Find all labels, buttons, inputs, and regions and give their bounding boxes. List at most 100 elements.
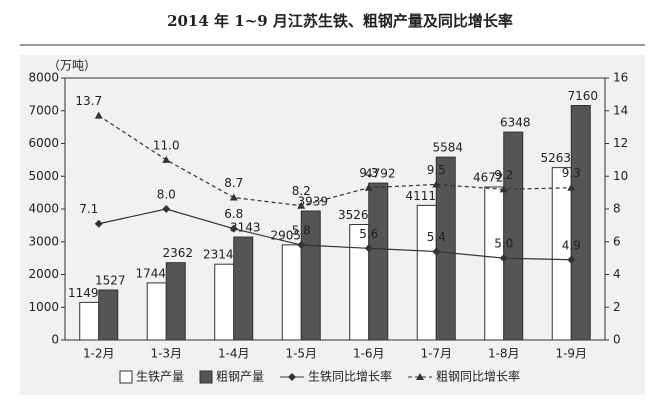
legend-swatch — [199, 370, 213, 384]
y-tick-label: 5000 — [28, 169, 59, 183]
line-marker — [297, 241, 306, 250]
line-value-label: 5.6 — [359, 227, 378, 241]
bar-value-label: 6348 — [500, 116, 531, 130]
legend-label: 粗钢产量 — [216, 370, 264, 384]
x-tick-label: 1-3月 — [150, 347, 182, 361]
bar — [214, 263, 235, 341]
y2-tick-label: 0 — [613, 333, 621, 347]
bar-value-label: 3526 — [338, 208, 369, 222]
line-value-label: 6.8 — [224, 207, 243, 221]
bar — [79, 301, 100, 341]
y-axis-label: （万吨） — [48, 59, 96, 73]
y-tick-label: 1000 — [28, 300, 59, 314]
line — [98, 115, 572, 207]
line-value-label: 8.7 — [224, 176, 243, 190]
bar-value-label: 3143 — [230, 221, 261, 235]
line-marker — [162, 205, 171, 213]
y2-tick-label: 12 — [613, 136, 628, 150]
x-tick-label: 1-2月 — [83, 347, 115, 361]
bar — [484, 186, 505, 341]
line-marker — [432, 180, 441, 188]
bar — [98, 289, 119, 341]
y-tick-label: 0 — [51, 333, 59, 347]
line-value-label: 9.3 — [359, 166, 378, 180]
line-value-label: 5.0 — [494, 237, 513, 251]
line-value-label: 8.2 — [292, 184, 311, 198]
line-marker — [364, 244, 373, 253]
bar-value-label: 1744 — [135, 266, 166, 280]
bar-value-label: 5584 — [432, 141, 463, 155]
y2-tick-label: 10 — [613, 169, 628, 183]
bar-value-label: 4672 — [473, 170, 504, 184]
line-marker — [499, 254, 508, 263]
line-marker — [432, 247, 441, 256]
bar-value-label: 1149 — [68, 286, 99, 300]
bar — [551, 167, 572, 341]
line-value-label: 9.3 — [562, 166, 581, 180]
bar — [416, 204, 437, 341]
bar-value-label: 2314 — [203, 248, 234, 262]
bar-value-label: 3939 — [297, 194, 328, 208]
legend-swatch — [119, 370, 133, 384]
y2-tick-label: 2 — [613, 300, 621, 314]
line-value-label: 5.8 — [292, 224, 311, 238]
y-tick-label: 2000 — [28, 267, 59, 281]
bar-value-label: 2362 — [162, 246, 193, 260]
bar-value-label: 4792 — [365, 167, 396, 181]
line-marker — [94, 111, 103, 119]
bar — [165, 262, 186, 341]
line-marker — [567, 183, 576, 191]
y2-tick-label: 6 — [613, 234, 621, 248]
y-tick-label: 3000 — [28, 234, 59, 248]
bar — [146, 282, 167, 341]
y-tick-label: 4000 — [28, 202, 59, 216]
bar — [300, 210, 321, 341]
y-tick-label: 8000 — [28, 71, 59, 85]
line-value-label: 8.0 — [157, 188, 176, 202]
bar — [233, 236, 254, 341]
bar-value-label: 1527 — [95, 273, 126, 287]
y2-tick-label: 14 — [613, 103, 628, 117]
x-tick-label: 1-6月 — [353, 347, 385, 361]
line-value-label: 13.7 — [75, 94, 102, 108]
line-value-label: 9.2 — [494, 168, 513, 182]
x-tick-label: 1-9月 — [555, 347, 587, 361]
bar-value-label: 7160 — [567, 89, 598, 103]
line-value-label: 11.0 — [153, 138, 180, 152]
y-tick-label: 6000 — [28, 136, 59, 150]
y2-tick-label: 8 — [613, 202, 621, 216]
legend-marker — [416, 373, 425, 380]
legend-label: 生铁同比增长率 — [308, 369, 392, 384]
x-tick-label: 1-4月 — [218, 347, 250, 361]
chart-title: 2014 年 1~9 月江苏生铁、粗钢产量及同比增长率 — [167, 12, 513, 30]
x-tick-label: 1-8月 — [488, 347, 520, 361]
line-marker — [364, 183, 373, 191]
y2-tick-label: 16 — [613, 71, 628, 85]
bar — [368, 182, 389, 341]
line-marker — [162, 155, 171, 163]
line-value-label: 4.9 — [562, 238, 581, 252]
line-marker — [297, 201, 306, 209]
line — [98, 208, 572, 261]
bar-value-label: 5263 — [540, 151, 571, 165]
bar — [349, 224, 370, 341]
x-tick-label: 1-7月 — [420, 347, 452, 361]
line-value-label: 7.1 — [79, 202, 98, 216]
line-marker — [94, 219, 103, 228]
bar — [281, 244, 302, 341]
legend-marker — [288, 373, 297, 381]
bar-value-label: 4111 — [405, 189, 436, 203]
y-tick-label: 7000 — [28, 103, 59, 117]
legend-label: 粗钢同比增长率 — [436, 369, 520, 384]
line-marker — [567, 255, 576, 264]
scan-area — [20, 55, 645, 395]
line-value-label: 5.4 — [427, 230, 446, 244]
bar — [570, 105, 591, 341]
x-tick-label: 1-5月 — [285, 347, 317, 361]
line-value-label: 9.5 — [427, 163, 446, 177]
y2-tick-label: 4 — [613, 267, 621, 281]
legend-label: 生铁产量 — [136, 370, 184, 384]
bar — [503, 131, 524, 341]
